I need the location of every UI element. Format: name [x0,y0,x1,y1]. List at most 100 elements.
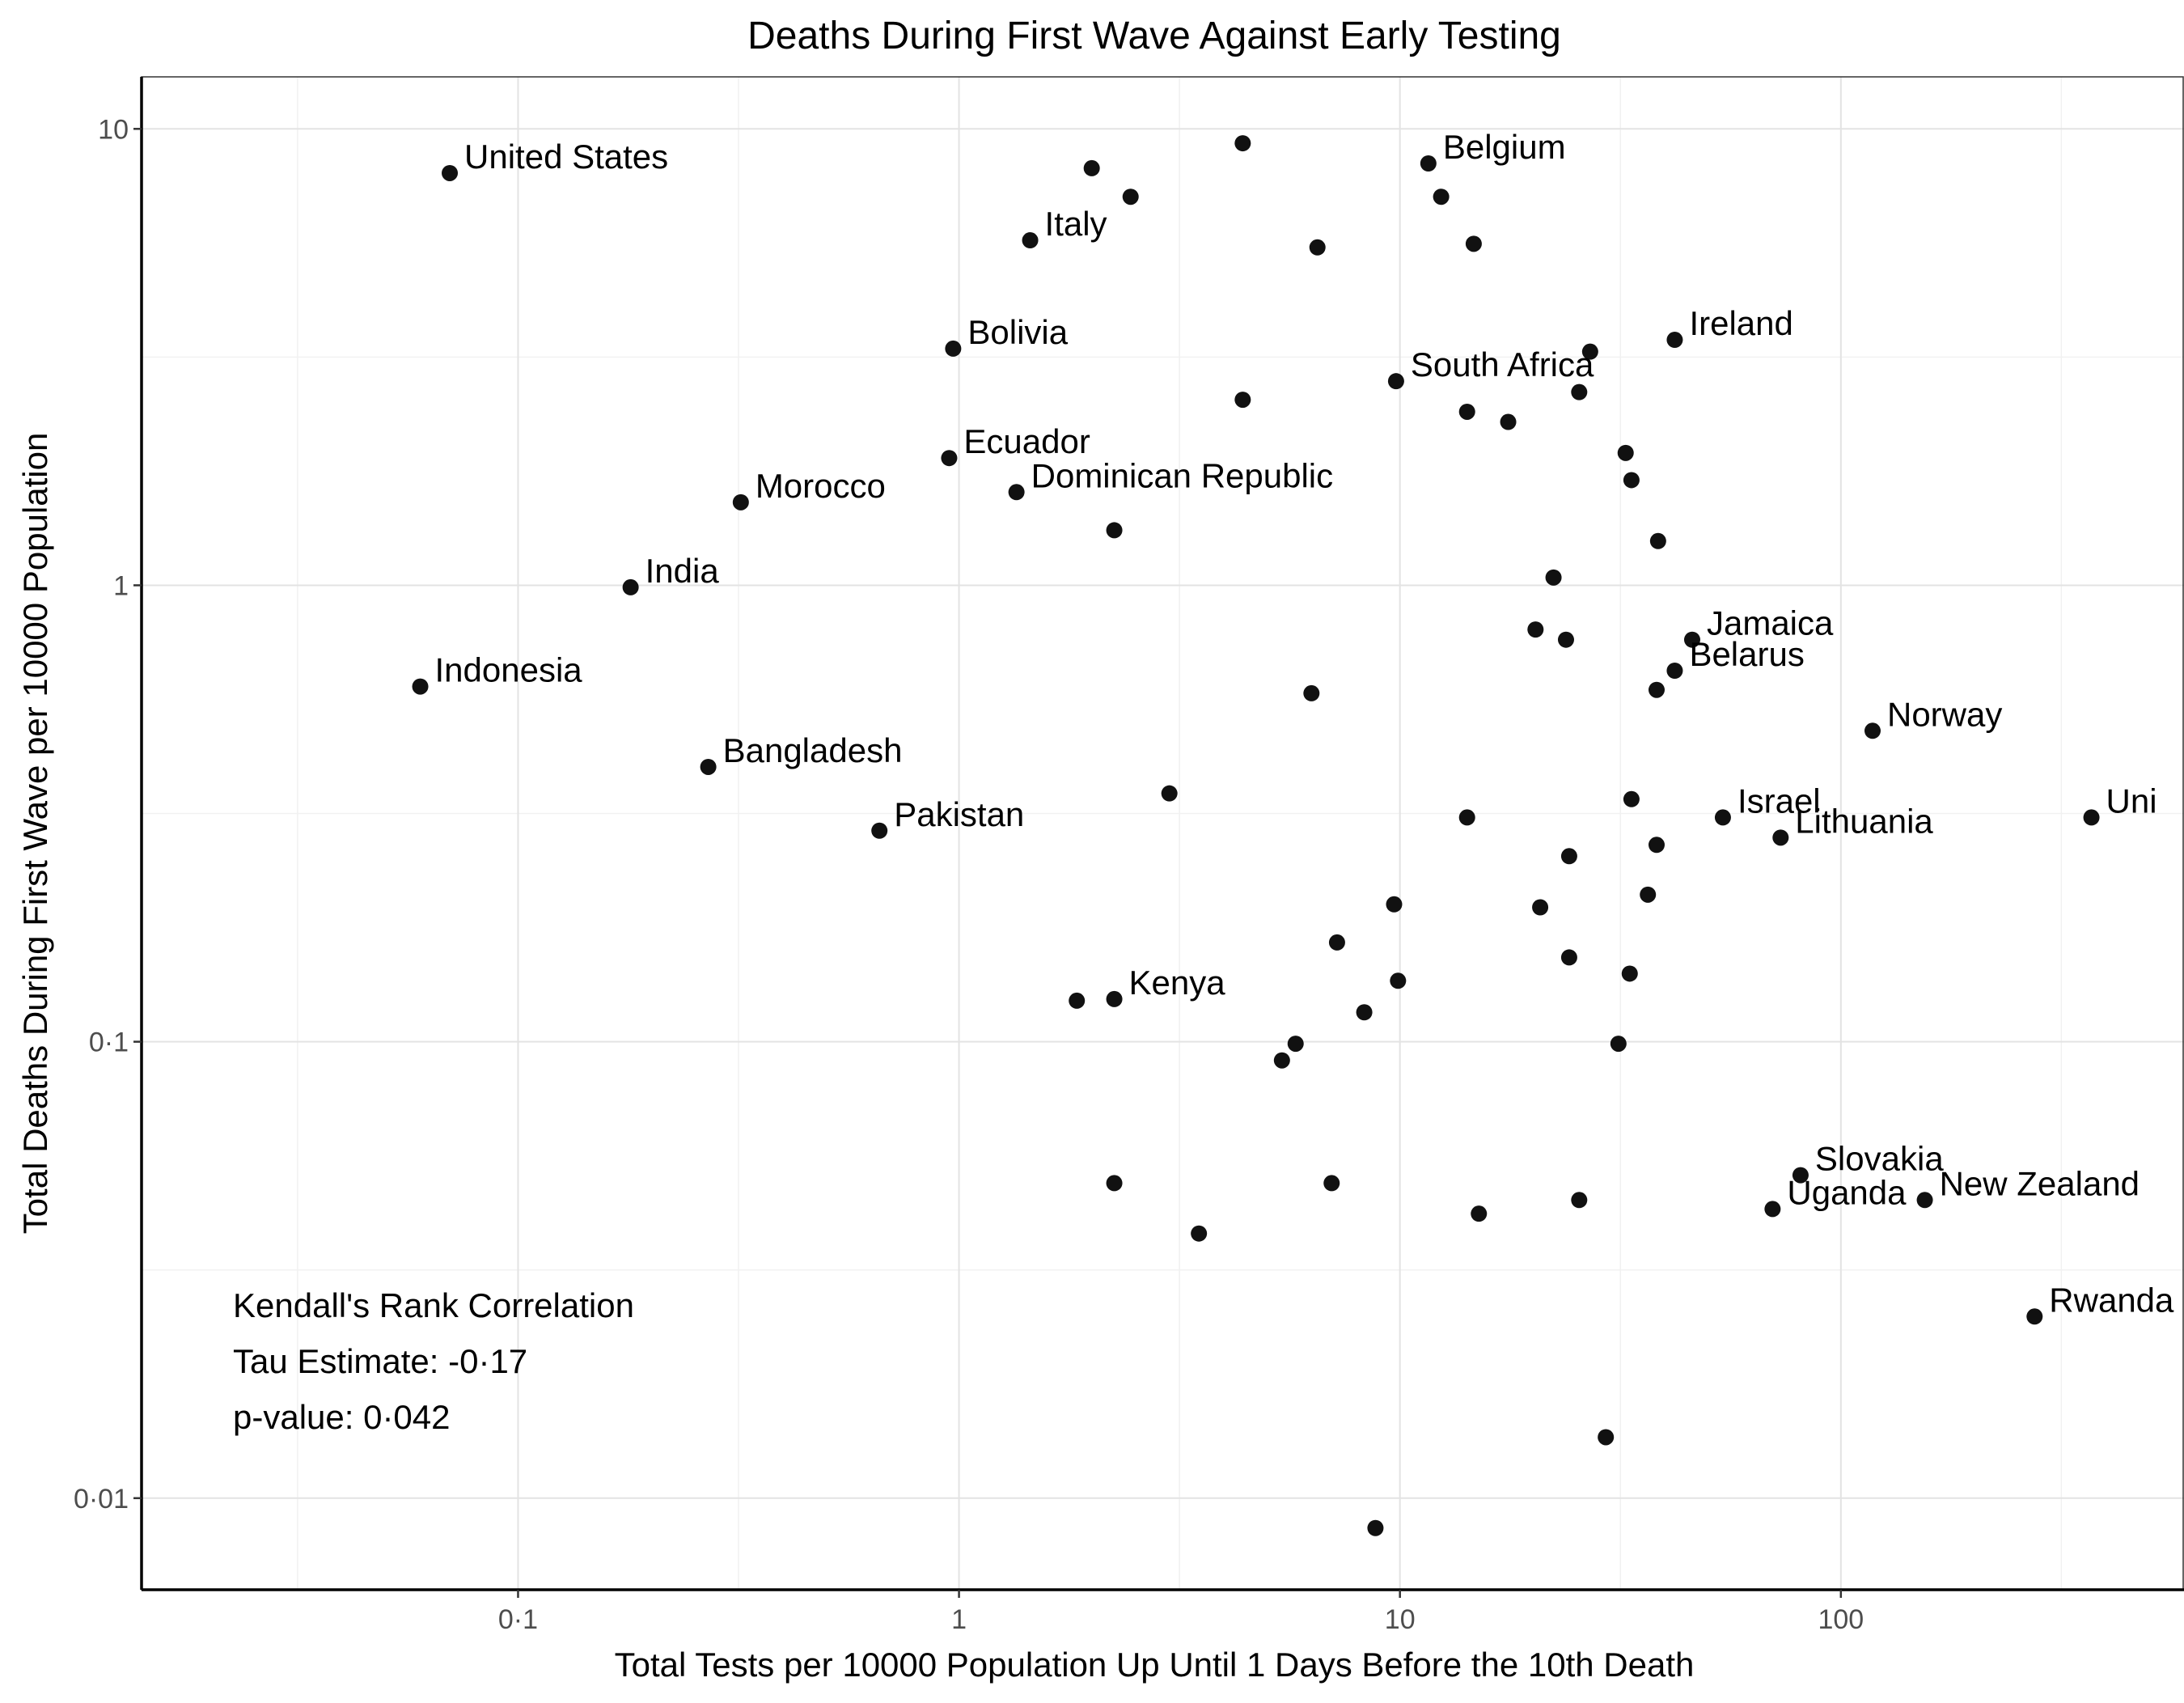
point-label: United States [464,138,668,176]
x-tick-label: 0·1 [498,1604,538,1635]
y-tick-label: 1 [113,570,129,601]
point-label: Belarus [1689,635,1804,673]
data-point [1458,403,1475,420]
data-point [1303,684,1320,701]
data-point [1621,965,1638,982]
data-point [1683,631,1700,648]
data-point [1008,484,1025,501]
point-label: New Zealand [1940,1164,2140,1202]
data-point [1772,829,1789,846]
data-point [1648,681,1665,698]
data-point [700,758,717,775]
point-label: Rwanda [2049,1281,2174,1319]
data-point [1666,332,1683,349]
y-tick-label: 10 [98,114,129,145]
data-point [1471,1205,1488,1222]
data-point [1386,896,1403,913]
data-point [1598,1429,1615,1446]
data-point [1623,790,1640,807]
data-point [1122,189,1139,205]
data-point [1792,1167,1809,1184]
data-point [1666,663,1683,680]
data-point [1610,1036,1627,1053]
data-point [1328,934,1345,951]
data-point [1560,848,1577,865]
point-label: Bolivia [967,313,1068,351]
y-axis-ticks: 0·01 0·1 1 10 [74,114,142,1514]
stats-annotation: Kendall's Rank Correlation Tau Estimate:… [233,1286,634,1436]
data-point [1465,235,1482,252]
data-point [1106,990,1123,1007]
data-point [945,340,962,357]
data-point [1557,631,1574,648]
point-label: Uni [2106,782,2157,820]
stats-line-1: Kendall's Rank Correlation [233,1286,634,1324]
y-axis-title: Total Deaths During First Wave per 10000… [16,433,54,1235]
point-label: Ecuador [963,422,1090,460]
data-point [732,494,749,510]
data-point [1864,722,1881,739]
point-label: Dominican Republic [1031,456,1334,494]
data-point [2026,1308,2043,1325]
data-point [1764,1201,1781,1218]
stats-line-3: p-value: 0·042 [233,1398,451,1436]
x-tick-label: 10 [1385,1604,1416,1635]
data-point [1571,383,1588,400]
data-point [1387,373,1404,390]
data-point [1106,522,1123,539]
data-point [1367,1519,1384,1536]
data-point [1532,899,1549,916]
data-point [1234,135,1251,152]
data-point [1420,155,1437,172]
point-label: Ireland [1689,304,1792,342]
data-point [442,164,459,181]
data-point [1161,785,1178,802]
data-point [871,822,888,839]
point-label: Lithuania [1795,802,1933,840]
point-label: Uganda [1787,1173,1907,1211]
point-label: Belgium [1443,128,1566,166]
x-axis-title: Total Tests per 10000 Population Up Unti… [615,1646,1695,1684]
y-tick-label: 0·01 [74,1484,129,1514]
data-point [1916,1192,1933,1209]
point-label: Indonesia [435,651,583,689]
data-point [1458,809,1475,826]
data-point [1714,809,1731,826]
point-label: South Africa [1411,345,1594,383]
data-point [1287,1036,1304,1053]
data-point [1356,1004,1373,1021]
data-point [1069,992,1086,1009]
stats-line-2: Tau Estimate: -0·17 [233,1342,527,1380]
point-label: Pakistan [894,795,1024,833]
data-point [1545,569,1562,586]
data-point [1083,159,1100,176]
data-point [1500,413,1517,430]
data-point [1022,232,1039,249]
data-point [2083,809,2100,826]
data-point [1390,972,1407,989]
data-point [941,450,958,467]
data-point [1309,239,1326,256]
data-point [1648,837,1665,854]
data-point [1273,1052,1290,1069]
point-label: Bangladesh [723,731,903,769]
points-layer [412,135,2100,1536]
point-label: Slovakia [1815,1140,1944,1178]
point-label: Norway [1887,695,2002,733]
chart-title: Deaths During First Wave Against Early T… [747,15,1561,57]
data-point [622,578,639,595]
data-point [1649,532,1666,549]
x-tick-label: 100 [1818,1604,1864,1635]
data-point [1640,886,1657,903]
data-point [1106,1175,1123,1192]
x-tick-label: 1 [951,1604,967,1635]
point-label: Morocco [756,467,886,505]
data-point [1433,189,1450,205]
data-point [1323,1175,1340,1192]
data-point [1617,444,1634,461]
point-label: Italy [1045,205,1107,243]
x-axis-ticks: 0·1 1 10 100 [498,1590,1864,1635]
point-labels-layer: United States Italy Belgium Bolivia Ireland S… [435,128,2175,1319]
